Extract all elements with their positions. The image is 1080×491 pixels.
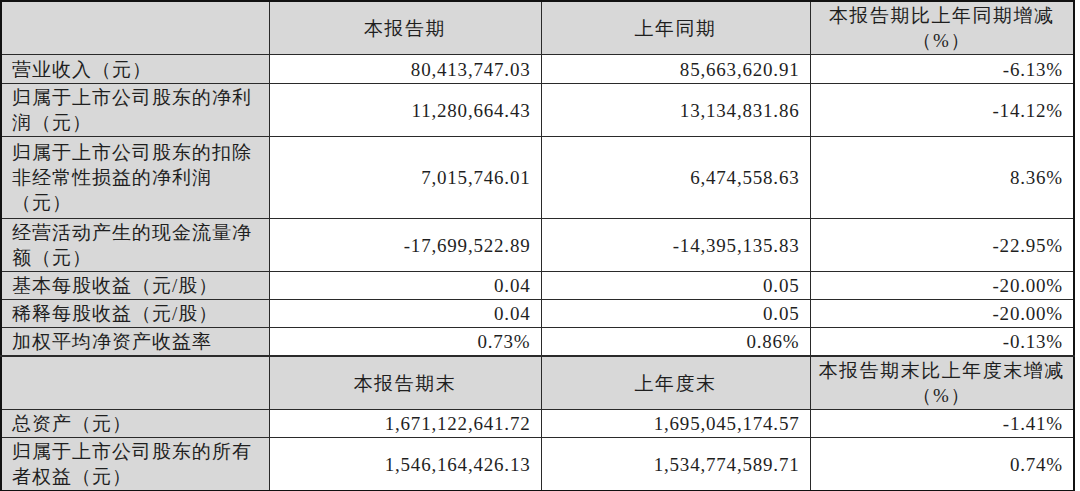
row-prior-value: 0.05	[541, 300, 810, 328]
snapshot-header-change-line2: （%）	[815, 383, 1070, 408]
period-header-change-line1: 本报告期比上年同期增减	[815, 3, 1070, 28]
period-header-row: 本报告期 上年同期 本报告期比上年同期增减 （%）	[1, 1, 1074, 55]
row-current-value: -17,699,522.89	[269, 219, 541, 272]
row-label: 经营活动产生的现金流量净额（元）	[1, 219, 269, 272]
row-prior-value: 6,474,558.63	[541, 137, 810, 219]
table-row-total-assets: 总资产（元） 1,671,122,641.72 1,695,045,174.57…	[1, 410, 1074, 438]
row-prior-value: -14,395,135.83	[541, 219, 810, 272]
period-header-current: 本报告期	[269, 1, 541, 55]
row-prior-value: 85,663,620.91	[541, 55, 810, 84]
snapshot-header-empty-cell	[1, 356, 269, 410]
row-change-value: -20.00%	[810, 272, 1074, 300]
row-current-value: 11,280,664.43	[269, 84, 541, 137]
row-label: 归属于上市公司股东的所有者权益（元）	[1, 438, 269, 491]
period-header-change: 本报告期比上年同期增减 （%）	[810, 1, 1074, 55]
row-change-value: -0.13%	[810, 328, 1074, 357]
row-label: 归属于上市公司股东的净利润（元）	[1, 84, 269, 137]
row-current-value: 80,413,747.03	[269, 55, 541, 84]
row-change-value: -1.41%	[810, 410, 1074, 438]
table-row-revenue: 营业收入（元） 80,413,747.03 85,663,620.91 -6.1…	[1, 55, 1074, 84]
row-prior-value: 0.86%	[541, 328, 810, 357]
financial-summary-table: 本报告期 上年同期 本报告期比上年同期增减 （%） 营业收入（元） 80,413…	[0, 0, 1075, 491]
row-change-value: -14.12%	[810, 84, 1074, 137]
table-row-diluted-eps: 稀释每股收益（元/股） 0.04 0.05 -20.00%	[1, 300, 1074, 328]
period-header-change-line2: （%）	[815, 28, 1070, 53]
table-row-owners-equity: 归属于上市公司股东的所有者权益（元） 1,546,164,426.13 1,53…	[1, 438, 1074, 491]
row-label: 加权平均净资产收益率	[1, 328, 269, 357]
row-label: 总资产（元）	[1, 410, 269, 438]
row-change-value: 0.74%	[810, 438, 1074, 491]
snapshot-header-prior: 上年度末	[541, 356, 810, 410]
row-label: 基本每股收益（元/股）	[1, 272, 269, 300]
table-row-basic-eps: 基本每股收益（元/股） 0.04 0.05 -20.00%	[1, 272, 1074, 300]
snapshot-header-change: 本报告期末比上年度末增减 （%）	[810, 356, 1074, 410]
row-label: 稀释每股收益（元/股）	[1, 300, 269, 328]
table-row-operating-cash-flow: 经营活动产生的现金流量净额（元） -17,699,522.89 -14,395,…	[1, 219, 1074, 272]
snapshot-header-row: 本报告期末 上年度末 本报告期末比上年度末增减 （%）	[1, 356, 1074, 410]
row-current-value: 7,015,746.01	[269, 137, 541, 219]
table-row-weighted-avg-roe: 加权平均净资产收益率 0.73% 0.86% -0.13%	[1, 328, 1074, 357]
period-header-prior: 上年同期	[541, 1, 810, 55]
row-current-value: 0.04	[269, 300, 541, 328]
row-change-value: -20.00%	[810, 300, 1074, 328]
row-prior-value: 1,534,774,589.71	[541, 438, 810, 491]
row-label: 归属于上市公司股东的扣除非经常性损益的净利润（元）	[1, 137, 269, 219]
row-change-value: 8.36%	[810, 137, 1074, 219]
period-header-empty-cell	[1, 1, 269, 55]
row-label: 营业收入（元）	[1, 55, 269, 84]
row-current-value: 0.04	[269, 272, 541, 300]
row-change-value: -6.13%	[810, 55, 1074, 84]
snapshot-header-change-line1: 本报告期末比上年度末增减	[815, 358, 1070, 383]
row-prior-value: 1,695,045,174.57	[541, 410, 810, 438]
table-row-net-profit: 归属于上市公司股东的净利润（元） 11,280,664.43 13,134,83…	[1, 84, 1074, 137]
row-prior-value: 0.05	[541, 272, 810, 300]
row-current-value: 1,546,164,426.13	[269, 438, 541, 491]
row-change-value: -22.95%	[810, 219, 1074, 272]
financial-report-page: 本报告期 上年同期 本报告期比上年同期增减 （%） 营业收入（元） 80,413…	[0, 0, 1080, 491]
table-row-net-profit-excl-nonrecurring: 归属于上市公司股东的扣除非经常性损益的净利润（元） 7,015,746.01 6…	[1, 137, 1074, 219]
snapshot-header-current: 本报告期末	[269, 356, 541, 410]
row-current-value: 1,671,122,641.72	[269, 410, 541, 438]
row-current-value: 0.73%	[269, 328, 541, 357]
row-prior-value: 13,134,831.86	[541, 84, 810, 137]
